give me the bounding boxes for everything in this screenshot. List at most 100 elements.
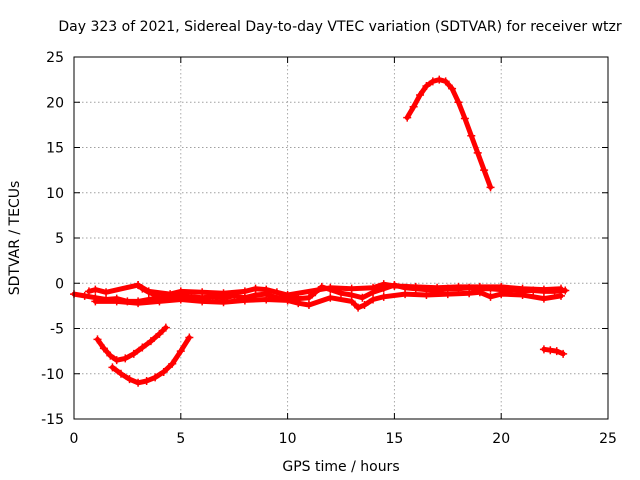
data-point	[176, 295, 185, 304]
data-point	[283, 296, 292, 305]
x-tick-label: 0	[70, 431, 79, 447]
data-point	[422, 81, 431, 90]
data-point	[486, 292, 495, 301]
data-point	[166, 290, 175, 299]
data-point	[272, 288, 281, 297]
data-point	[347, 284, 356, 293]
data-point	[460, 114, 469, 123]
data-point	[454, 282, 463, 291]
data-point	[475, 288, 484, 297]
y-tick-label: 0	[55, 276, 64, 292]
data-point	[409, 102, 418, 111]
data-point	[144, 288, 153, 297]
data-point	[497, 290, 506, 299]
data-point	[134, 281, 143, 290]
x-tick-label: 20	[492, 431, 510, 447]
data-point	[106, 351, 115, 360]
x-tick-label: 25	[599, 431, 617, 447]
grid	[74, 57, 608, 419]
data-point	[80, 291, 89, 300]
data-point	[91, 297, 100, 306]
x-tick-label: 10	[279, 431, 297, 447]
data-point	[134, 299, 143, 308]
data-series	[70, 75, 570, 387]
data-point	[159, 367, 168, 376]
data-point	[155, 297, 164, 306]
data-point	[116, 369, 125, 378]
data-point	[125, 375, 134, 384]
data-point	[138, 343, 147, 352]
data-point	[304, 293, 313, 302]
data-point	[112, 297, 121, 306]
data-point	[240, 296, 249, 305]
series-line-day-arc	[404, 77, 493, 190]
data-point	[138, 284, 147, 293]
series-line-baseline-lower	[92, 289, 564, 311]
data-point	[454, 98, 463, 107]
data-point	[155, 329, 164, 338]
data-point	[185, 333, 194, 342]
data-point	[176, 287, 185, 296]
x-axis-label: GPS time / hours	[282, 459, 399, 475]
data-point	[142, 376, 151, 385]
data-point	[411, 282, 420, 291]
data-point	[347, 297, 356, 306]
data-point	[518, 291, 527, 300]
data-point	[379, 292, 388, 301]
series-line-early-segment	[135, 282, 158, 298]
data-point	[93, 335, 102, 344]
data-point	[354, 303, 363, 312]
data-point	[91, 285, 100, 294]
data-point	[168, 359, 177, 368]
data-point	[480, 166, 489, 175]
data-point	[557, 284, 566, 293]
y-tick-label: -15	[41, 412, 64, 428]
data-point	[134, 378, 143, 387]
data-point	[369, 295, 378, 304]
data-point	[112, 356, 121, 365]
axis-ticks: 0 5 10 15 20 25 -15 -10 -5 0 5 10 15 20 25	[41, 50, 617, 447]
data-point	[198, 297, 207, 306]
data-point	[294, 299, 303, 308]
data-point	[467, 131, 476, 140]
data-point	[176, 347, 185, 356]
data-point	[546, 346, 555, 355]
data-point	[557, 291, 566, 300]
y-tick-label: 5	[55, 231, 64, 247]
series-line-early-arc-a	[95, 325, 169, 363]
data-point	[486, 183, 495, 192]
data-point	[369, 283, 378, 292]
data-point	[219, 298, 228, 307]
x-tick-label: 15	[385, 431, 403, 447]
y-tick-label: 15	[46, 141, 64, 157]
data-point	[416, 91, 425, 100]
data-point	[539, 294, 548, 303]
y-tick-label: -5	[50, 322, 64, 338]
data-point	[304, 300, 313, 309]
data-point	[539, 345, 548, 354]
data-point	[219, 289, 228, 298]
data-point	[401, 290, 410, 299]
data-point	[99, 344, 108, 353]
y-axis-label: SDTVAR / TECUs	[7, 181, 23, 296]
data-point	[473, 148, 482, 157]
data-point	[358, 293, 367, 302]
data-point	[108, 363, 117, 372]
data-point	[465, 289, 474, 298]
y-tick-label: -10	[41, 367, 64, 383]
data-point	[240, 287, 249, 296]
data-point	[422, 291, 431, 300]
data-point	[360, 300, 369, 309]
data-point	[403, 113, 412, 122]
data-point	[262, 295, 271, 304]
data-point	[441, 77, 450, 86]
data-point	[151, 373, 160, 382]
series-line-early-arc-b	[109, 335, 192, 386]
data-point	[539, 285, 548, 294]
x-tick-label: 5	[176, 431, 185, 447]
data-point	[552, 347, 561, 356]
data-point	[251, 284, 260, 293]
data-point	[433, 283, 442, 292]
y-tick-label: 25	[46, 50, 64, 66]
